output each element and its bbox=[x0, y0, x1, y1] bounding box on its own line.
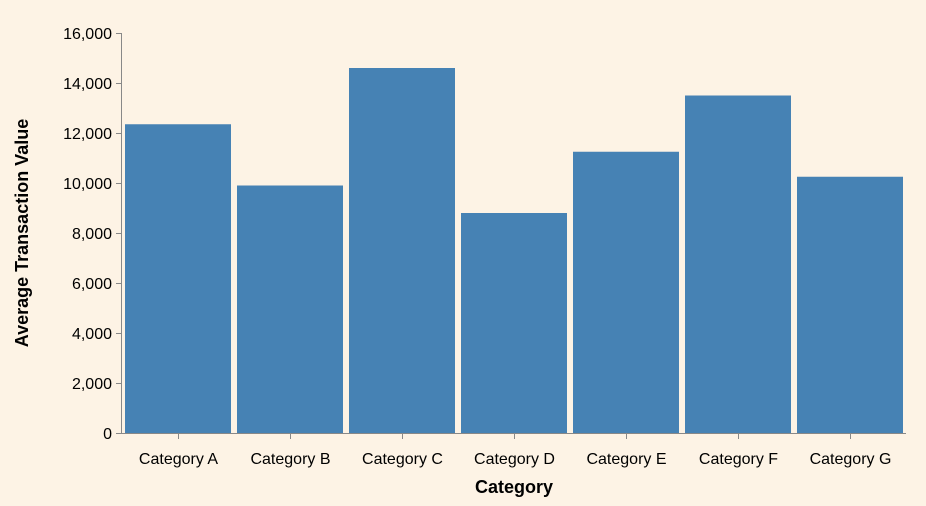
y-tick-label: 8,000 bbox=[72, 226, 112, 243]
x-tick-label: Category B bbox=[250, 451, 330, 468]
x-tick-label: Category E bbox=[586, 451, 666, 468]
bar-category-b bbox=[237, 185, 343, 433]
bar-category-g bbox=[797, 176, 903, 433]
y-tick-label: 4,000 bbox=[72, 326, 112, 343]
y-tick-label: 10,000 bbox=[63, 176, 112, 193]
bars bbox=[125, 68, 903, 433]
x-axis-title: Category bbox=[475, 477, 553, 497]
bar-category-f bbox=[685, 95, 791, 433]
y-tick-label: 14,000 bbox=[63, 76, 112, 93]
x-tick-label: Category A bbox=[139, 451, 218, 468]
y-tick-label: 12,000 bbox=[63, 126, 112, 143]
bar-category-c bbox=[349, 68, 455, 433]
x-tick-label: Category C bbox=[362, 451, 443, 468]
x-tick-label: Category F bbox=[699, 451, 778, 468]
y-tick-label: 16,000 bbox=[63, 26, 112, 43]
y-axis: 0 2,000 4,000 6,000 8,000 10,000 12,000 14,000 1… bbox=[63, 26, 122, 443]
x-axis: Category A Category B Category C Category D… bbox=[121, 433, 906, 468]
y-axis-title: Average Transaction Value bbox=[12, 119, 32, 347]
bar-category-a bbox=[125, 124, 231, 433]
x-tick-label: Category D bbox=[474, 451, 555, 468]
y-tick-label: 2,000 bbox=[72, 376, 112, 393]
bar-category-e bbox=[573, 151, 679, 433]
y-tick-label: 0 bbox=[103, 426, 112, 443]
y-tick-label: 6,000 bbox=[72, 276, 112, 293]
bar-category-d bbox=[461, 213, 567, 433]
x-tick-label: Category G bbox=[810, 451, 892, 468]
